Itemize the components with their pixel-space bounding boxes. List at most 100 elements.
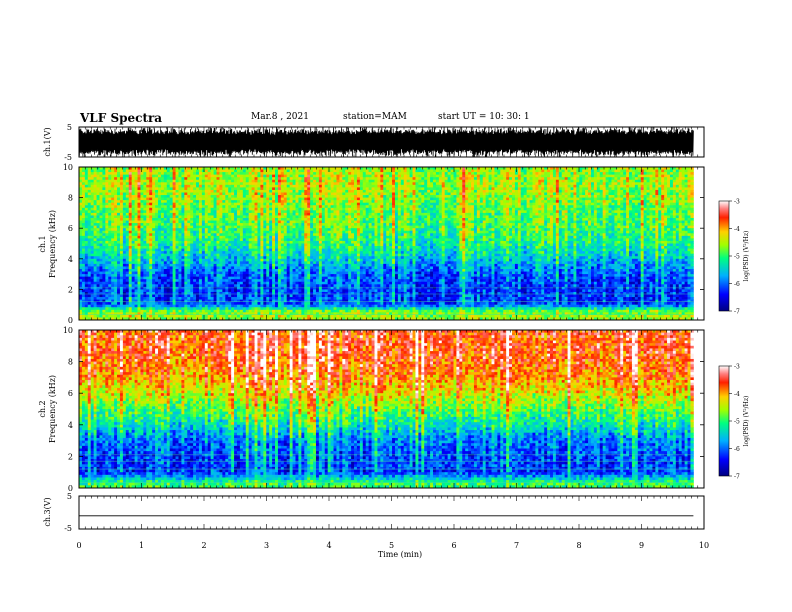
- spectrogram-cell: [263, 205, 266, 208]
- spectrogram-cell: [415, 218, 418, 221]
- spectrogram-cell: [471, 180, 474, 183]
- spectrogram-cell: [325, 190, 328, 193]
- spectrogram-cell: [196, 213, 199, 216]
- spectrogram-cell: [310, 213, 313, 216]
- spectrogram-cell: [655, 223, 658, 226]
- spectrogram-cell: [509, 210, 512, 213]
- spectrogram-cell: [421, 180, 424, 183]
- spectrogram-cell: [462, 203, 465, 206]
- spectrogram-cell: [211, 170, 214, 173]
- spectrogram-cell: [503, 215, 506, 218]
- spectrogram-cell: [325, 210, 328, 213]
- spectrogram-cell: [173, 180, 176, 183]
- spectrogram-cell: [351, 193, 354, 196]
- spectrogram-cell: [433, 223, 436, 226]
- spectrogram-cell: [135, 200, 138, 203]
- spectrogram-cell: [135, 190, 138, 193]
- spectrogram-cell: [459, 190, 462, 193]
- spectrogram-cell: [94, 187, 97, 190]
- spectrogram-cell: [682, 205, 685, 208]
- spectrogram-cell: [176, 175, 179, 178]
- spectrogram-cell: [117, 170, 120, 173]
- spectrogram-cell: [641, 172, 644, 175]
- spectrogram-cell: [298, 215, 301, 218]
- spectrogram-cell: [222, 195, 225, 198]
- spectrogram-cell: [105, 175, 108, 178]
- spectrogram-cell: [354, 190, 357, 193]
- spectrogram-cell: [260, 185, 263, 188]
- spectrogram-cell: [559, 205, 562, 208]
- spectrogram-cell: [456, 177, 459, 180]
- spectrogram-cell: [325, 208, 328, 211]
- spectrogram-cell: [386, 213, 389, 216]
- spectrogram-cell: [524, 187, 527, 190]
- spectrogram-cell: [451, 218, 454, 221]
- spectrogram-cell: [237, 193, 240, 196]
- spectrogram-cell: [600, 221, 603, 224]
- spectrogram-cell: [451, 187, 454, 190]
- spectrogram-cell: [339, 195, 342, 198]
- spectrogram-cell: [155, 215, 158, 218]
- spectrogram-cell: [275, 213, 278, 216]
- spectrogram-cell: [474, 182, 477, 185]
- spectrogram-cell: [652, 200, 655, 203]
- spectrogram-cell: [421, 172, 424, 175]
- spectrogram-cell: [632, 203, 635, 206]
- spectrogram-cell: [667, 175, 670, 178]
- spectrogram-cell: [500, 213, 503, 216]
- spectrogram-cell: [325, 172, 328, 175]
- spectrogram-cell: [369, 208, 372, 211]
- spectrogram-cell: [655, 175, 658, 178]
- spectrogram-cell: [140, 175, 143, 178]
- spectrogram-cell: [372, 221, 375, 224]
- spectrogram-cell: [500, 208, 503, 211]
- spectrogram-cell: [187, 180, 190, 183]
- spectrogram-cell: [190, 172, 193, 175]
- spectrogram-cell: [219, 218, 222, 221]
- spectrogram-cell: [667, 203, 670, 206]
- spectrogram-cell: [170, 170, 173, 173]
- spectrogram-cell: [237, 177, 240, 180]
- spectrogram-cell: [132, 218, 135, 221]
- spectrogram-cell: [644, 198, 647, 201]
- spectrogram-cell: [427, 193, 430, 196]
- spectrogram-cell: [500, 175, 503, 178]
- spectrogram-cell: [614, 187, 617, 190]
- spectrogram-cell: [339, 193, 342, 196]
- spectrogram-cell: [173, 195, 176, 198]
- spectrogram-cell: [334, 221, 337, 224]
- spectrogram-cell: [143, 208, 146, 211]
- spectrogram-cell: [269, 175, 272, 178]
- spectrogram-cell: [298, 175, 301, 178]
- spectrogram-cell: [313, 208, 316, 211]
- spectrogram-cell: [99, 218, 102, 221]
- spectrogram-cell: [99, 198, 102, 201]
- spectrogram-cell: [667, 170, 670, 173]
- spectrogram-cell: [568, 187, 571, 190]
- spectrogram-cell: [219, 187, 222, 190]
- spectrogram-cell: [588, 203, 591, 206]
- spectrogram-cell: [293, 210, 296, 213]
- spectrogram-cell: [263, 203, 266, 206]
- spectrogram-cell: [632, 175, 635, 178]
- spectrogram-cell: [178, 190, 181, 193]
- spectrogram-cell: [301, 215, 304, 218]
- spectrogram-cell: [94, 218, 97, 221]
- spectrogram-cell: [638, 223, 641, 226]
- spectrogram-cell: [620, 205, 623, 208]
- spectrogram-cell: [240, 170, 243, 173]
- spectrogram-cell: [632, 187, 635, 190]
- spectrogram-cell: [486, 177, 489, 180]
- spectrogram-cell: [614, 180, 617, 183]
- spectrogram-cell: [530, 215, 533, 218]
- spectrogram-cell: [606, 180, 609, 183]
- spectrogram-cell: [401, 226, 404, 229]
- spectrogram-cell: [404, 210, 407, 213]
- spectrogram-cell: [322, 175, 325, 178]
- spectrogram-cell: [123, 193, 126, 196]
- spectrogram-cell: [132, 185, 135, 188]
- spectrogram-cell: [582, 180, 585, 183]
- spectrogram-cell: [453, 193, 456, 196]
- spectrogram-cell: [415, 187, 418, 190]
- spectrogram-cell: [181, 193, 184, 196]
